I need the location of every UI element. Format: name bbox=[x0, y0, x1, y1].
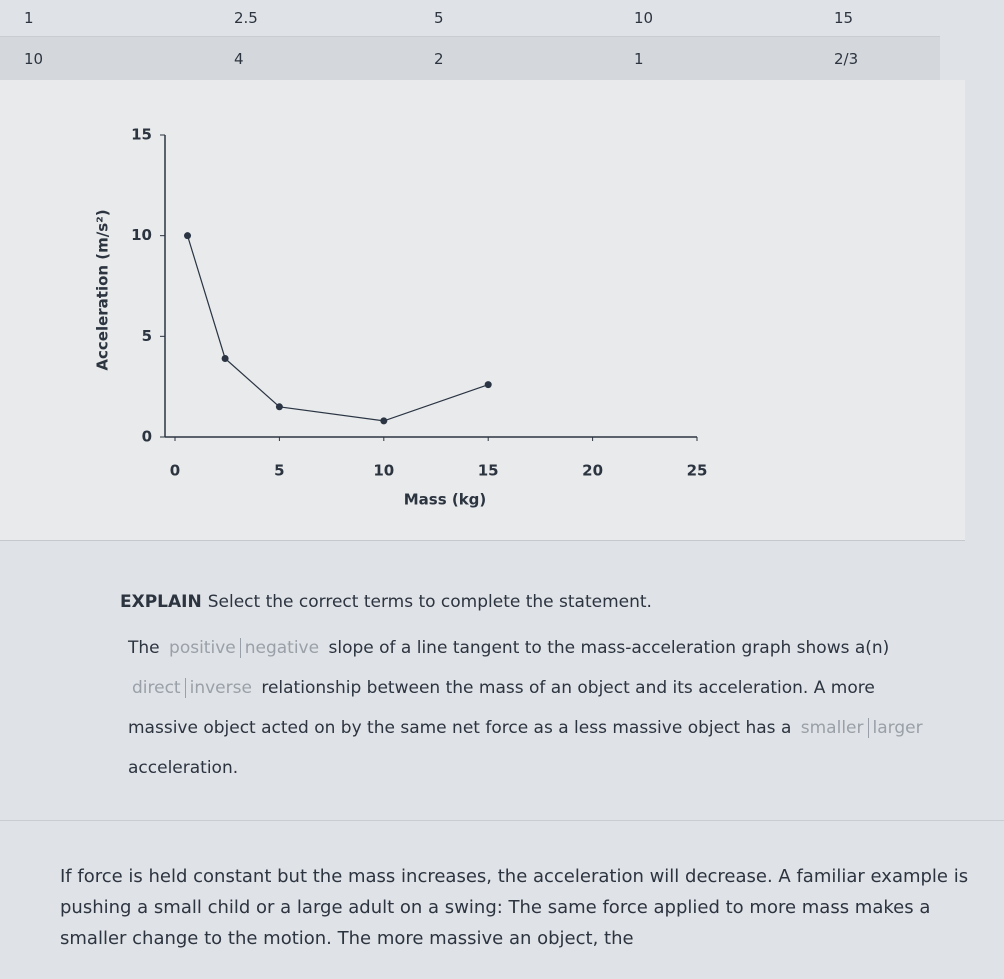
statement-text: slope of a line tangent to the mass-acce… bbox=[328, 638, 890, 658]
statement-text: The bbox=[128, 638, 160, 658]
table-cell: 4 bbox=[234, 50, 244, 68]
choice-option[interactable]: larger bbox=[867, 718, 927, 738]
choice-option[interactable]: positive bbox=[169, 638, 236, 658]
y-tick-label: 5 bbox=[142, 327, 152, 345]
table-cell: 10 bbox=[634, 9, 654, 27]
x-tick-label: 10 bbox=[373, 462, 394, 480]
x-tick-label: 20 bbox=[582, 462, 603, 480]
statement-text: relationship between the mass of an obje… bbox=[128, 678, 875, 738]
y-tick-label: 0 bbox=[142, 428, 152, 446]
y-tick-label: 10 bbox=[131, 226, 152, 244]
table-cell: 1 bbox=[634, 50, 644, 68]
data-table: 1 2.5 5 10 15 10 4 2 1 2/3 bbox=[0, 0, 940, 82]
chart: 0 5 10 15 0 5 10 15 20 25 Mass (kg) Acceleration (m… bbox=[94, 126, 708, 509]
x-tick-label: 0 bbox=[170, 462, 180, 480]
data-point bbox=[275, 403, 283, 411]
data-point bbox=[184, 232, 192, 240]
chart-panel: 0 5 10 15 0 5 10 15 20 25 Mass (kg) Acceleration (m… bbox=[0, 80, 965, 541]
table-row: 1 2.5 5 10 15 bbox=[0, 0, 940, 37]
data-line bbox=[186, 235, 489, 422]
choice-group: positive negative bbox=[165, 638, 324, 658]
choice-group: smaller larger bbox=[797, 718, 927, 738]
y-tick-label: 15 bbox=[131, 126, 152, 144]
data-point bbox=[380, 417, 388, 425]
explain-header: EXPLAIN Select the correct terms to compl… bbox=[120, 582, 950, 622]
table-cell: 2.5 bbox=[234, 9, 258, 27]
data-point bbox=[221, 354, 229, 362]
choice-group: direct inverse bbox=[128, 678, 256, 698]
choice-option[interactable]: inverse bbox=[184, 678, 256, 698]
table-cell: 2/3 bbox=[834, 50, 859, 68]
table-cell: 15 bbox=[834, 9, 854, 27]
x-tick-label: 15 bbox=[478, 462, 499, 480]
x-axis-label: Mass (kg) bbox=[404, 491, 487, 509]
instruction: Select the correct terms to complete the… bbox=[207, 592, 652, 612]
x-tick-label: 5 bbox=[274, 462, 284, 480]
choice-option[interactable]: smaller bbox=[800, 718, 864, 738]
table-cell: 5 bbox=[434, 9, 444, 27]
table-cell: 2 bbox=[434, 50, 444, 68]
table-row: 10 4 2 1 2/3 bbox=[0, 37, 940, 82]
y-axis-label: Acceleration (m/s²) bbox=[94, 209, 112, 370]
data-point bbox=[484, 381, 492, 389]
x-tick-label: 25 bbox=[687, 462, 708, 480]
explain-section: EXPLAIN Select the correct terms to compl… bbox=[120, 582, 950, 788]
choice-option[interactable]: direct bbox=[132, 678, 181, 698]
explain-label: EXPLAIN bbox=[120, 592, 202, 612]
choice-option[interactable]: negative bbox=[239, 638, 324, 658]
table-cell: 1 bbox=[24, 9, 34, 27]
statement: The positive negative slope of a line tan… bbox=[128, 628, 950, 788]
table-cell: 10 bbox=[24, 50, 44, 68]
paragraph: If force is held constant but the mass i… bbox=[0, 820, 1004, 979]
statement-text: acceleration. bbox=[128, 758, 239, 778]
